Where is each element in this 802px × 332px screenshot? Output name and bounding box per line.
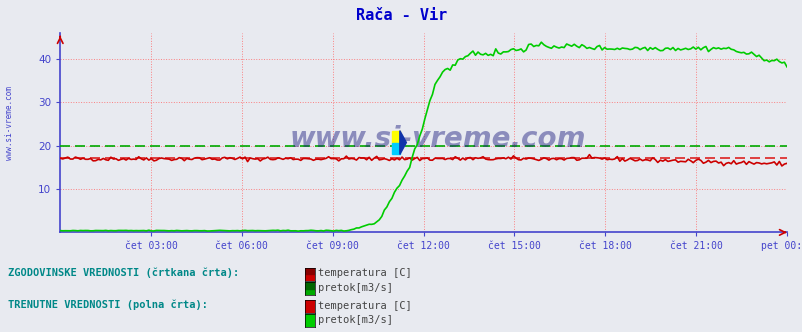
Bar: [391, 130, 399, 142]
Text: www.si-vreme.com: www.si-vreme.com: [5, 86, 14, 160]
Text: pretok[m3/s]: pretok[m3/s]: [318, 315, 392, 325]
Bar: [305, 268, 314, 274]
Text: temperatura [C]: temperatura [C]: [318, 301, 411, 311]
Text: TRENUTNE VREDNOSTI (polna črta):: TRENUTNE VREDNOSTI (polna črta):: [8, 299, 208, 310]
Text: ZGODOVINSKE VREDNOSTI (črtkana črta):: ZGODOVINSKE VREDNOSTI (črtkana črta):: [8, 267, 239, 278]
Text: www.si-vreme.com: www.si-vreme.com: [290, 125, 585, 153]
Polygon shape: [399, 130, 406, 154]
Text: Rača - Vir: Rača - Vir: [355, 8, 447, 23]
Text: pretok[m3/s]: pretok[m3/s]: [318, 283, 392, 293]
Text: temperatura [C]: temperatura [C]: [318, 268, 411, 278]
Bar: [305, 282, 314, 289]
Bar: [391, 142, 399, 154]
